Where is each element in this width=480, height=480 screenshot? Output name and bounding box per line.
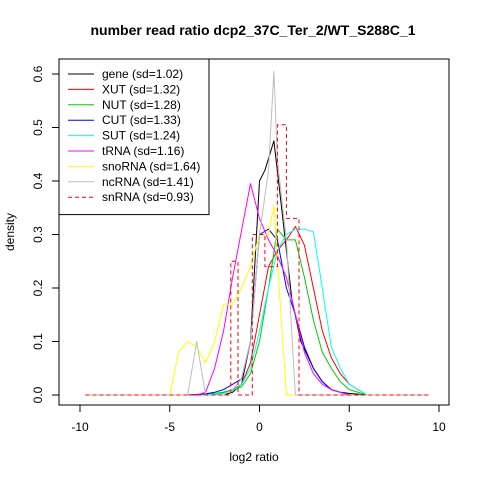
plot-frame <box>58 58 450 406</box>
x-tick-label: -5 <box>164 420 175 434</box>
series-line-1 <box>85 226 429 396</box>
series-line-3 <box>85 228 429 396</box>
y-axis-label: density <box>3 213 17 251</box>
series-line-8 <box>85 124 429 396</box>
legend-box <box>58 58 210 216</box>
y-tick-label: 0.1 <box>31 333 45 350</box>
y-tick-label: 0.2 <box>31 279 45 296</box>
series-line-6 <box>85 204 429 396</box>
series-line-5 <box>85 183 429 396</box>
legend-label: ncRNA (sd=1.41) <box>102 175 194 189</box>
x-axis-label: log2 ratio <box>229 450 279 464</box>
series-line-7 <box>85 70 429 396</box>
chart-title: number read ratio dcp2_37C_Ter_2/WT_S288… <box>91 22 416 38</box>
legend-label: snoRNA (sd=1.64) <box>102 159 200 173</box>
legend-label: CUT (sd=1.33) <box>102 113 181 127</box>
x-tick-label: -10 <box>71 420 89 434</box>
legend-label: XUT (sd=1.32) <box>102 82 180 96</box>
legend-label: SUT (sd=1.24) <box>102 129 180 143</box>
legend-label: snRNA (sd=0.93) <box>102 190 194 204</box>
y-tick-label: 0.0 <box>31 386 45 403</box>
series-line-2 <box>85 228 429 396</box>
x-tick-label: 10 <box>432 420 446 434</box>
y-tick-label: 0.6 <box>31 65 45 82</box>
legend-label: NUT (sd=1.28) <box>102 98 181 112</box>
y-tick-label: 0.3 <box>31 226 45 243</box>
legend: gene (sd=1.02)XUT (sd=1.32) NUT (sd=1.28)… <box>58 58 210 216</box>
y-tick-label: 0.4 <box>31 172 45 189</box>
x-tick-label: 0 <box>256 420 263 434</box>
legend-label: tRNA (sd=1.16) <box>102 144 184 158</box>
legend-label: gene (sd=1.02) <box>102 67 183 81</box>
x-tick-label: 5 <box>346 420 353 434</box>
series-lines <box>85 70 429 396</box>
series-line-4 <box>85 228 429 396</box>
y-tick-label: 0.5 <box>31 119 45 136</box>
